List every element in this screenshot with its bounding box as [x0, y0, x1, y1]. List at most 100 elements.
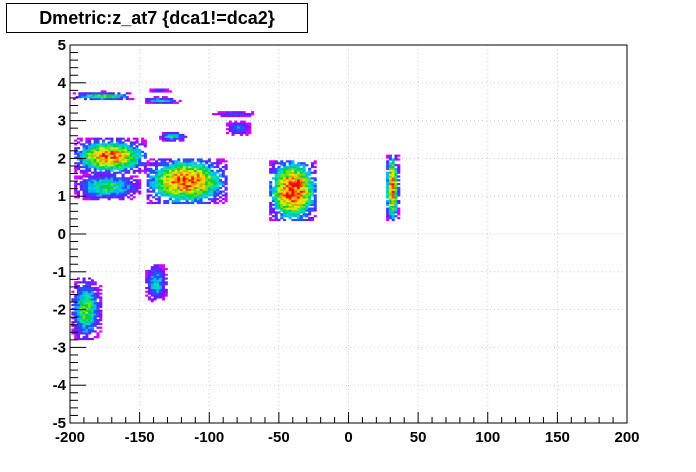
heatmap-cell: [245, 131, 249, 135]
heatmap-cell: [99, 194, 103, 197]
heatmap-cell: [152, 188, 156, 191]
heatmap-cell: [122, 94, 126, 97]
heatmap-cell: [388, 173, 392, 176]
heatmap-cell: [274, 213, 278, 216]
heatmap-cell: [271, 188, 275, 191]
heatmap-cell: [218, 192, 223, 195]
heatmap-cell: [285, 209, 289, 212]
heatmap-cell: [146, 188, 150, 191]
heatmap-cell: [394, 167, 398, 171]
heatmap-cell: [296, 205, 301, 208]
heatmap-cell: [138, 154, 142, 157]
heatmap-cell: [177, 179, 181, 182]
heatmap-cell: [124, 164, 128, 167]
heatmap-cell: [157, 162, 161, 165]
heatmap-cell: [386, 167, 390, 171]
heatmap-cell: [110, 156, 114, 159]
heatmap-cell: [88, 145, 92, 148]
heatmap-cell: [149, 167, 153, 171]
heatmap-cell: [154, 181, 159, 184]
heatmap-cell: [280, 167, 284, 171]
heatmap-cell: [152, 90, 156, 93]
heatmap-cell: [175, 135, 179, 138]
heatmap-cell: [79, 315, 83, 318]
heatmap-cell: [107, 184, 111, 188]
heatmap-cell: [160, 179, 164, 182]
heatmap-cell: [285, 186, 289, 189]
heatmap-cell: [234, 131, 238, 135]
heatmap-cell: [234, 126, 238, 129]
heatmap-cell: [280, 199, 284, 203]
heatmap-cell: [127, 190, 131, 193]
heatmap-cell: [113, 150, 117, 154]
heatmap-cell: [207, 188, 211, 191]
heatmap-cell: [305, 203, 309, 206]
heatmap-cell: [85, 328, 89, 331]
heatmap-cell: [99, 160, 103, 163]
heatmap-cell: [180, 201, 184, 205]
heatmap-cell: [294, 201, 298, 205]
heatmap-cell: [74, 307, 78, 310]
heatmap-cell: [79, 328, 83, 331]
heatmap-cell: [104, 143, 108, 146]
heatmap-cell: [124, 165, 128, 169]
heatmap-cell: [138, 156, 142, 159]
heatmap-cell: [115, 192, 120, 195]
heatmap-cell: [218, 186, 223, 189]
heatmap-cell: [145, 281, 149, 284]
heatmap-cell: [308, 209, 312, 212]
heatmap-cell: [71, 307, 75, 310]
heatmap-cell: [225, 114, 230, 118]
heatmap-cell: [213, 194, 217, 197]
heatmap-cell: [185, 177, 189, 180]
heatmap-cell: [184, 135, 188, 138]
heatmap-cell: [121, 181, 125, 184]
heatmap-cell: [310, 207, 314, 210]
heatmap-cell: [113, 184, 117, 188]
heatmap-cell: [96, 147, 100, 150]
heatmap-cell: [153, 264, 157, 267]
heatmap-cell: [188, 164, 192, 167]
heatmap-cell: [90, 309, 94, 312]
heatmap-cell: [225, 113, 230, 116]
heatmap-cell: [171, 182, 175, 186]
heatmap-cell: [90, 283, 94, 286]
heatmap-cell: [93, 184, 97, 188]
heatmap-cell: [135, 160, 139, 163]
heatmap-cell: [181, 139, 185, 142]
heatmap-cell: [159, 268, 163, 271]
heatmap-cell: [237, 114, 241, 118]
heatmap-cell: [283, 207, 287, 210]
heatmap-cell: [124, 154, 128, 157]
heatmap-cell: [299, 188, 303, 191]
heatmap-cell: [96, 186, 100, 189]
heatmap-cell: [83, 92, 88, 95]
heatmap-cell: [121, 169, 125, 172]
heatmap-cell: [93, 137, 97, 140]
heatmap-cell: [288, 190, 292, 193]
heatmap-cell: [305, 199, 309, 203]
heatmap-cell: [199, 190, 203, 193]
heatmap-cell: [210, 184, 214, 188]
heatmap-cell: [79, 150, 83, 154]
heatmap-cell: [159, 275, 163, 278]
heatmap-cell: [118, 194, 122, 197]
heatmap-cell: [102, 152, 106, 155]
heatmap-cell: [121, 194, 125, 197]
heatmap-cell: [159, 99, 163, 102]
heatmap-cell: [90, 281, 94, 284]
heatmap-cell: [224, 199, 228, 203]
heatmap-cell: [79, 302, 83, 305]
heatmap-cell: [302, 181, 306, 184]
heatmap-cell: [277, 182, 281, 186]
heatmap-cell: [161, 101, 165, 104]
heatmap-cell: [218, 160, 223, 163]
heatmap-cell: [166, 192, 170, 195]
heatmap-cell: [127, 152, 131, 155]
y-tick-label: -4: [53, 377, 67, 394]
heatmap-cell: [394, 190, 398, 193]
heatmap-cell: [161, 268, 165, 271]
heatmap-cell: [202, 181, 206, 184]
heatmap-cell: [154, 186, 159, 189]
heatmap-cell: [76, 302, 81, 305]
